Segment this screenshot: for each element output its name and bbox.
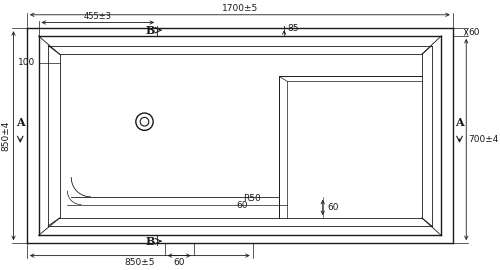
Text: B: B [146,25,155,36]
Text: 60: 60 [236,201,248,210]
Text: R50: R50 [243,194,260,203]
Text: 60: 60 [328,203,339,212]
Text: 850±5: 850±5 [124,258,155,266]
Text: B: B [146,236,155,247]
Text: 60: 60 [468,28,479,37]
Text: A: A [455,117,464,129]
Text: 60: 60 [174,258,185,266]
Text: 700±4: 700±4 [468,135,498,144]
Text: 1700±5: 1700±5 [222,4,258,13]
Text: 850±4: 850±4 [2,120,11,151]
Text: 85: 85 [287,24,298,33]
Text: 455±3: 455±3 [84,12,112,21]
Text: 100: 100 [18,58,36,68]
Text: A: A [16,117,24,129]
